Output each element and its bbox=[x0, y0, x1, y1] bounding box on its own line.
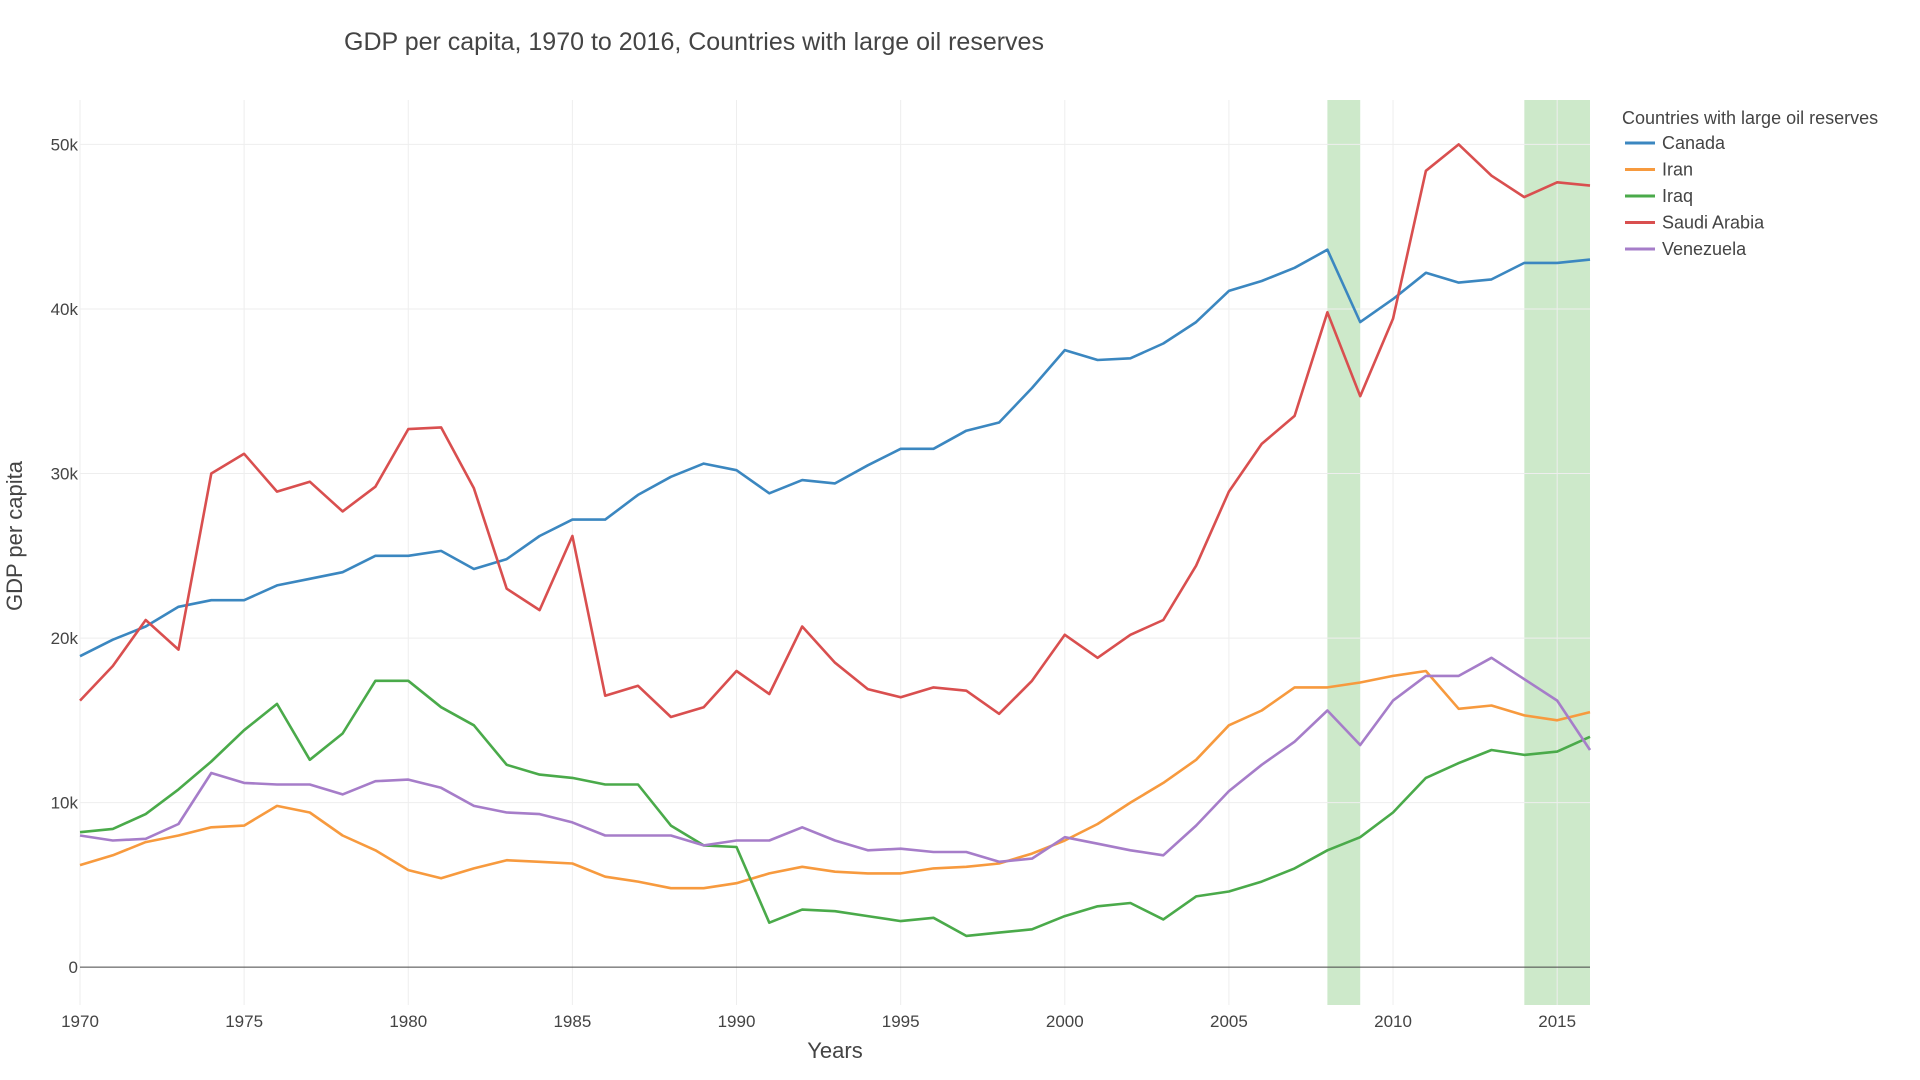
plot-area: 1970 1975 1980 1985 1990 1995 2000 2005 2010 2015… bbox=[51, 100, 1592, 1031]
x-tick-label: 1985 bbox=[553, 1012, 591, 1031]
y-tick-label: 20k bbox=[51, 629, 79, 648]
legend-title: Countries with large oil reserves bbox=[1622, 108, 1878, 128]
y-tick-label: 40k bbox=[51, 300, 79, 319]
x-tick-label: 2015 bbox=[1538, 1012, 1576, 1031]
series-line-venezuela bbox=[79, 656, 1592, 864]
x-tick-label: 1975 bbox=[225, 1012, 263, 1031]
x-tick-label: 2010 bbox=[1374, 1012, 1412, 1031]
legend: Countries with large oil reserves Canada… bbox=[1622, 108, 1878, 259]
x-tick-label: 2000 bbox=[1046, 1012, 1084, 1031]
x-axis-ticks: 1970 1975 1980 1985 1990 1995 2000 2005 2010 2015 bbox=[61, 1012, 1576, 1031]
y-tick-label: 0 bbox=[69, 958, 78, 977]
legend-item-iran: Iran bbox=[1625, 160, 1693, 180]
series-line-iraq bbox=[79, 679, 1591, 938]
legend-label: Iran bbox=[1662, 160, 1693, 180]
series-line-saudi-arabia bbox=[79, 143, 1591, 719]
y-tick-label: 10k bbox=[51, 794, 79, 813]
shaded-region-1 bbox=[1327, 100, 1361, 1005]
legend-label: Saudi Arabia bbox=[1662, 213, 1765, 233]
x-tick-label: 1970 bbox=[61, 1012, 99, 1031]
y-axis-ticks: 0 10k 20k 30k 40k 50k bbox=[51, 135, 79, 977]
shaded-regions bbox=[1327, 100, 1590, 1005]
series-line-iran bbox=[79, 669, 1591, 890]
x-tick-label: 1995 bbox=[882, 1012, 920, 1031]
y-tick-label: 30k bbox=[51, 465, 79, 484]
y-axis-title: GDP per capita bbox=[2, 460, 27, 611]
legend-item-saudi-arabia: Saudi Arabia bbox=[1625, 213, 1765, 233]
gridlines bbox=[79, 100, 1590, 1005]
y-tick-label: 50k bbox=[51, 135, 79, 154]
x-tick-label: 1990 bbox=[718, 1012, 756, 1031]
legend-items: Canada Iran Iraq Saudi Arabia Venezuela bbox=[1625, 133, 1765, 259]
x-axis-title: Years bbox=[807, 1038, 862, 1063]
legend-item-canada: Canada bbox=[1625, 133, 1726, 153]
legend-label: Venezuela bbox=[1662, 239, 1747, 259]
legend-item-iraq: Iraq bbox=[1625, 186, 1693, 206]
x-tick-label: 1980 bbox=[389, 1012, 427, 1031]
legend-label: Iraq bbox=[1662, 186, 1693, 206]
series-line-canada bbox=[79, 248, 1591, 658]
legend-label: Canada bbox=[1662, 133, 1726, 153]
x-tick-label: 2005 bbox=[1210, 1012, 1248, 1031]
chart-title: GDP per capita, 1970 to 2016, Countries … bbox=[344, 28, 1044, 56]
series-lines bbox=[79, 143, 1592, 938]
legend-item-venezuela: Venezuela bbox=[1625, 239, 1747, 259]
